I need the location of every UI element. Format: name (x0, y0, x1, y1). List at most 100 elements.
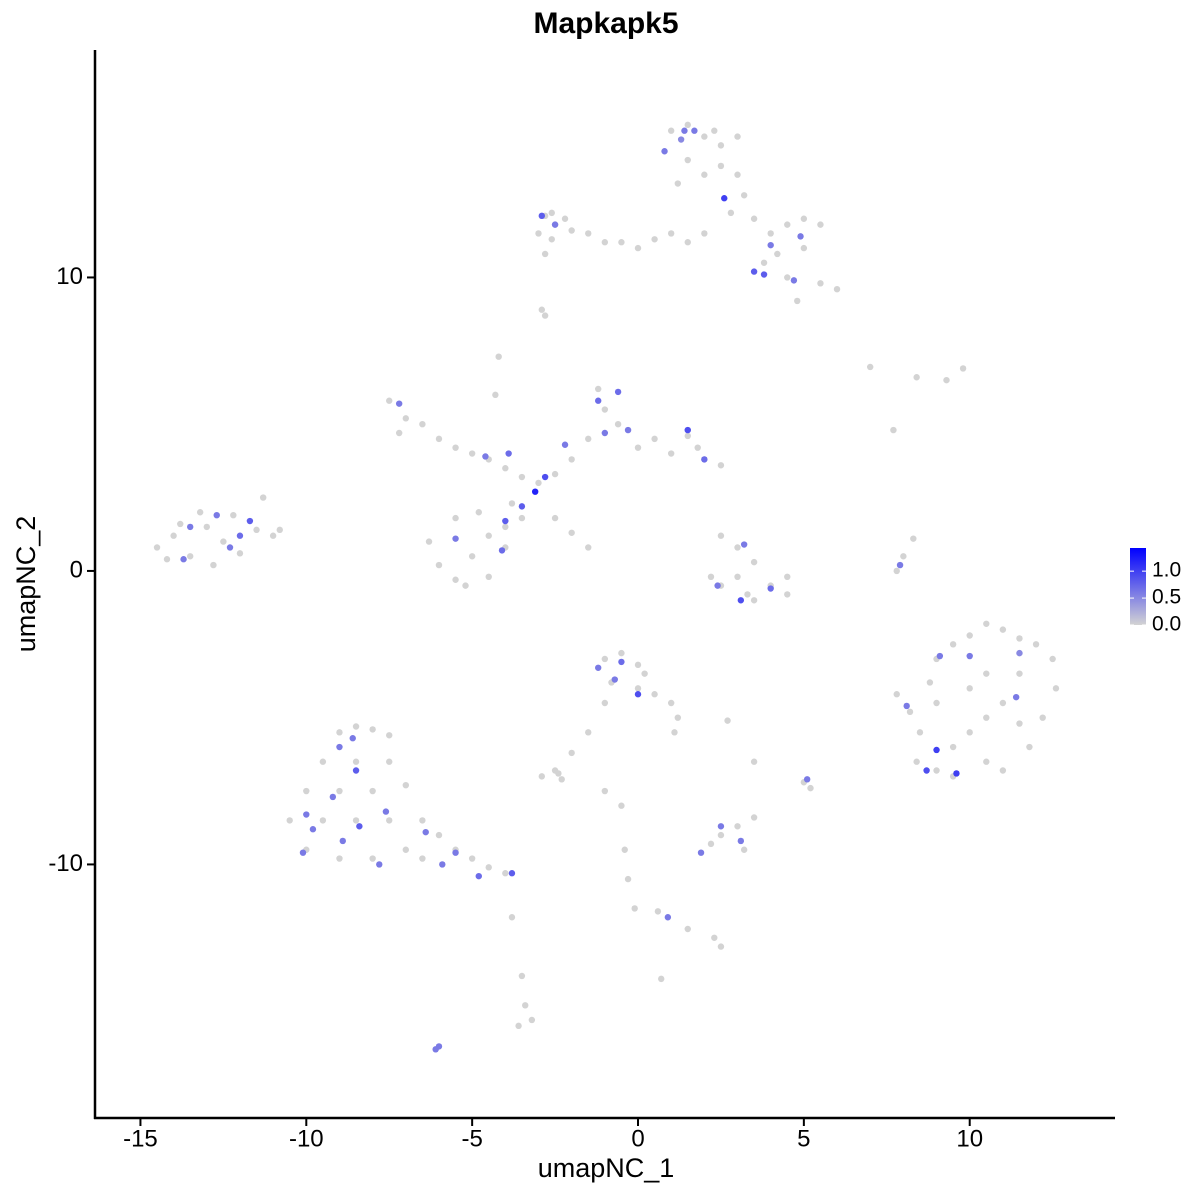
colorbar-tick-label: 0.0 (1152, 613, 1181, 636)
cell-point (1049, 655, 1056, 663)
cell-point (498, 547, 506, 554)
cell-point (419, 420, 426, 428)
cell-point (750, 758, 758, 765)
cell-point (714, 582, 721, 589)
cell-point (667, 699, 675, 707)
cell-point (518, 473, 526, 481)
cell-point (276, 526, 283, 534)
cell-point (734, 133, 741, 140)
cell-point (750, 814, 758, 821)
cell-point (475, 509, 482, 516)
cell-point (926, 679, 934, 686)
cell-point (767, 230, 774, 237)
cell-point (677, 136, 685, 143)
cell-point (651, 236, 658, 243)
cell-point (163, 556, 171, 563)
cell-point (774, 250, 781, 258)
cell-point (614, 388, 622, 396)
cell-point (585, 435, 592, 443)
cell-point (916, 729, 924, 736)
x-tick-label: -15 (123, 1125, 158, 1152)
cell-point (701, 230, 708, 237)
cell-point (286, 817, 293, 824)
cell-point (966, 632, 973, 639)
cell-point (634, 244, 642, 252)
cell-point (817, 221, 824, 228)
cell-point (452, 444, 459, 451)
cell-point (1016, 649, 1023, 657)
cell-point (890, 426, 897, 434)
cell-point (213, 511, 220, 519)
cell-point (309, 826, 317, 833)
cell-point (236, 550, 244, 557)
cell-point (933, 767, 940, 774)
cell-point (707, 573, 715, 581)
cell-point (369, 855, 376, 862)
cell-point (226, 544, 234, 551)
cell-point (717, 943, 725, 950)
y-tick-label: 0 (70, 556, 83, 583)
cell-point (658, 975, 665, 983)
cell-point (422, 828, 429, 836)
cell-point (425, 538, 433, 545)
cell-point (253, 526, 260, 534)
cell-point (711, 127, 718, 134)
cell-point (959, 365, 967, 372)
cell-point (170, 532, 177, 539)
cell-point (966, 652, 973, 660)
cell-point (624, 426, 632, 434)
cell-point (402, 846, 410, 853)
cell-point (508, 870, 516, 877)
chart-title: Mapkapk5 (533, 7, 678, 40)
cell-point (1052, 685, 1060, 692)
cell-point (369, 726, 376, 733)
cell-point (246, 517, 254, 525)
cell-point (734, 823, 741, 830)
cell-point (269, 532, 277, 539)
cell-point (734, 573, 741, 581)
cell-point (376, 861, 383, 868)
cell-point (548, 209, 555, 217)
cell-point (538, 306, 546, 313)
cell-point (555, 770, 562, 777)
cell-point (906, 708, 914, 716)
cell-point (618, 649, 625, 657)
cell-point (923, 767, 930, 774)
cell-point (983, 714, 990, 721)
cell-point (694, 444, 701, 451)
cell-point (727, 209, 735, 217)
cell-point (319, 758, 327, 765)
cell-point (153, 544, 161, 551)
cell-point (452, 535, 459, 542)
cell-point (220, 538, 227, 545)
cell-point (468, 450, 476, 457)
cell-point (674, 180, 682, 187)
cell-point (803, 776, 811, 783)
cell-point (790, 277, 798, 284)
cell-point (999, 767, 1007, 774)
cell-point (236, 532, 244, 539)
cell-point (684, 426, 691, 434)
cell-point (1016, 635, 1023, 642)
cell-point (701, 171, 708, 178)
cell-point (893, 567, 900, 575)
cell-point (541, 473, 549, 481)
cell-point (949, 641, 957, 648)
cell-point (386, 758, 393, 765)
cell-point (983, 670, 990, 677)
colorbar-tick-label: 1.0 (1152, 559, 1181, 582)
cell-point (634, 661, 642, 669)
cell-point (475, 872, 482, 880)
cell-point (352, 758, 360, 765)
cell-point (435, 561, 443, 569)
cell-point (618, 802, 625, 809)
cell-point (551, 470, 559, 478)
cell-point (196, 509, 204, 516)
cell-point (750, 215, 758, 222)
cell-point (737, 837, 745, 845)
cell-point (621, 846, 628, 853)
cell-point (382, 808, 390, 815)
cell-point (684, 432, 691, 440)
cell-point (452, 576, 459, 583)
